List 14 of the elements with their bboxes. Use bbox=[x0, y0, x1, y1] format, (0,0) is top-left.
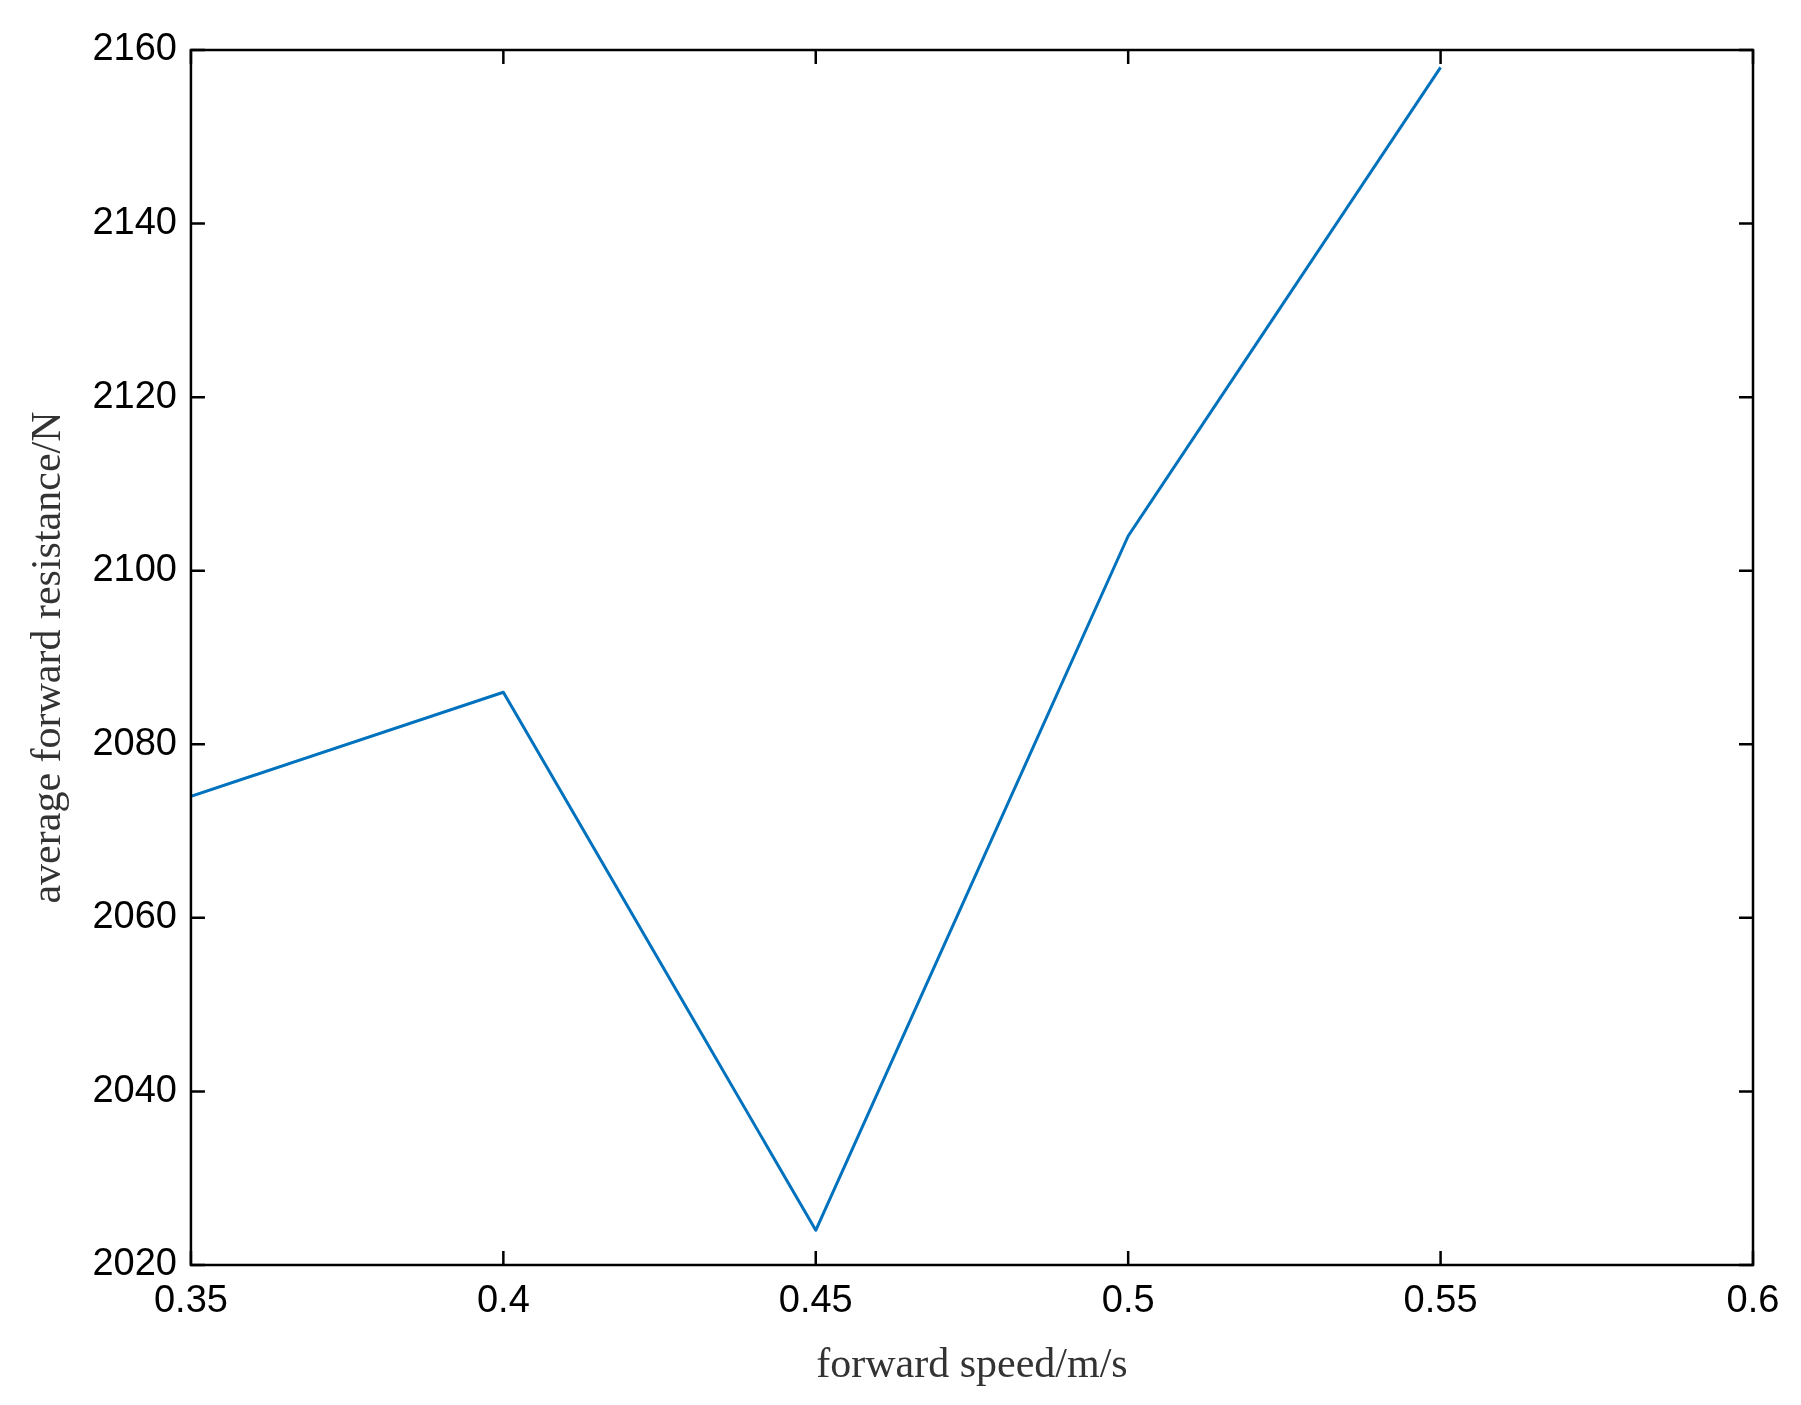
x-tick-label: 0.55 bbox=[1403, 1278, 1478, 1321]
x-axis-title: forward speed/m/s bbox=[816, 1339, 1128, 1386]
x-tick-label: 0.5 bbox=[1101, 1278, 1155, 1321]
y-tick-label: 2060 bbox=[92, 894, 177, 937]
x-tick-label: 0.45 bbox=[778, 1278, 853, 1321]
y-tick-label: 2040 bbox=[92, 1067, 177, 1110]
y-tick-label: 2140 bbox=[92, 200, 177, 243]
y-tick-label: 2100 bbox=[92, 547, 177, 590]
x-tick-label: 0.6 bbox=[1726, 1278, 1780, 1321]
y-tick-label: 2120 bbox=[92, 373, 177, 416]
x-tick-label: 0.4 bbox=[476, 1278, 530, 1321]
y-tick-label: 2080 bbox=[92, 720, 177, 763]
y-axis-title: average forward resistance/N bbox=[23, 411, 70, 904]
y-tick-label: 2160 bbox=[92, 26, 177, 69]
